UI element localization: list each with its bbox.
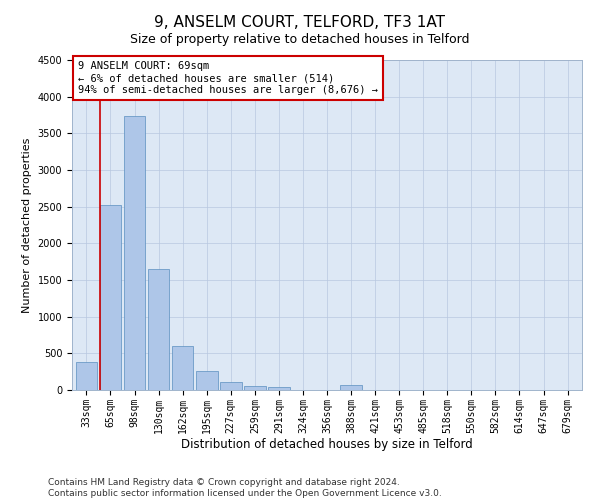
X-axis label: Distribution of detached houses by size in Telford: Distribution of detached houses by size … — [181, 438, 473, 452]
Bar — [124, 116, 145, 390]
Text: Contains HM Land Registry data © Crown copyright and database right 2024.
Contai: Contains HM Land Registry data © Crown c… — [48, 478, 442, 498]
Text: Size of property relative to detached houses in Telford: Size of property relative to detached ho… — [130, 32, 470, 46]
Bar — [244, 386, 266, 390]
Bar — [148, 269, 169, 390]
Bar — [196, 372, 218, 390]
Y-axis label: Number of detached properties: Number of detached properties — [22, 138, 32, 312]
Bar — [172, 346, 193, 390]
Bar — [76, 362, 97, 390]
Bar — [100, 205, 121, 390]
Text: 9 ANSELM COURT: 69sqm
← 6% of detached houses are smaller (514)
94% of semi-deta: 9 ANSELM COURT: 69sqm ← 6% of detached h… — [78, 62, 378, 94]
Bar — [268, 387, 290, 390]
Bar — [220, 382, 242, 390]
Text: 9, ANSELM COURT, TELFORD, TF3 1AT: 9, ANSELM COURT, TELFORD, TF3 1AT — [155, 15, 445, 30]
Bar — [340, 385, 362, 390]
